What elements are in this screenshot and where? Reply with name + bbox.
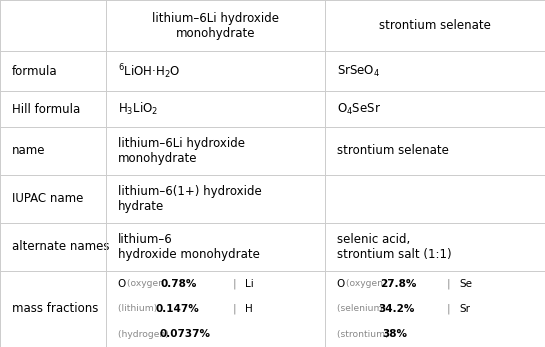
- Text: (oxygen): (oxygen): [347, 279, 389, 288]
- Text: (oxygen): (oxygen): [128, 279, 169, 288]
- Text: name: name: [12, 144, 45, 158]
- Text: |: |: [446, 278, 450, 289]
- Text: 0.147%: 0.147%: [155, 304, 199, 314]
- Text: 27.8%: 27.8%: [380, 279, 416, 289]
- Text: SrSeO$_4$: SrSeO$_4$: [337, 64, 380, 79]
- Text: strontium selenate: strontium selenate: [337, 144, 449, 158]
- Text: $^6$LiOH·H$_2$O: $^6$LiOH·H$_2$O: [118, 62, 181, 81]
- Text: O: O: [337, 279, 348, 289]
- Text: H$_3$LiO$_2$: H$_3$LiO$_2$: [118, 101, 159, 117]
- Text: (selenium): (selenium): [337, 304, 388, 313]
- Text: Se: Se: [459, 279, 472, 289]
- Text: 0.78%: 0.78%: [161, 279, 197, 289]
- Text: lithium–6Li hydroxide
monohydrate: lithium–6Li hydroxide monohydrate: [152, 12, 280, 40]
- Text: alternate names: alternate names: [12, 240, 110, 253]
- Text: |: |: [446, 304, 450, 314]
- Text: O: O: [118, 279, 129, 289]
- Text: Sr: Sr: [459, 304, 470, 314]
- Text: 0.0737%: 0.0737%: [159, 329, 210, 339]
- Text: |: |: [233, 304, 236, 314]
- Text: H: H: [245, 304, 253, 314]
- Text: |: |: [233, 278, 236, 289]
- Text: (hydrogen): (hydrogen): [118, 330, 171, 339]
- Text: O$_4$SeSr: O$_4$SeSr: [337, 102, 382, 117]
- Text: lithium–6
hydroxide monohydrate: lithium–6 hydroxide monohydrate: [118, 233, 260, 261]
- Text: formula: formula: [12, 65, 58, 78]
- Text: (strontium): (strontium): [337, 330, 391, 339]
- Text: 34.2%: 34.2%: [378, 304, 415, 314]
- Text: lithium–6(1+) hydroxide
hydrate: lithium–6(1+) hydroxide hydrate: [118, 185, 262, 213]
- Text: (lithium): (lithium): [118, 304, 159, 313]
- Text: Hill formula: Hill formula: [12, 103, 80, 116]
- Text: strontium selenate: strontium selenate: [379, 19, 491, 32]
- Text: lithium–6Li hydroxide
monohydrate: lithium–6Li hydroxide monohydrate: [118, 137, 245, 165]
- Text: selenic acid,
strontium salt (1:1): selenic acid, strontium salt (1:1): [337, 233, 452, 261]
- Text: Li: Li: [245, 279, 254, 289]
- Text: mass fractions: mass fractions: [12, 302, 98, 315]
- Text: 38%: 38%: [382, 329, 407, 339]
- Text: IUPAC name: IUPAC name: [12, 192, 83, 205]
